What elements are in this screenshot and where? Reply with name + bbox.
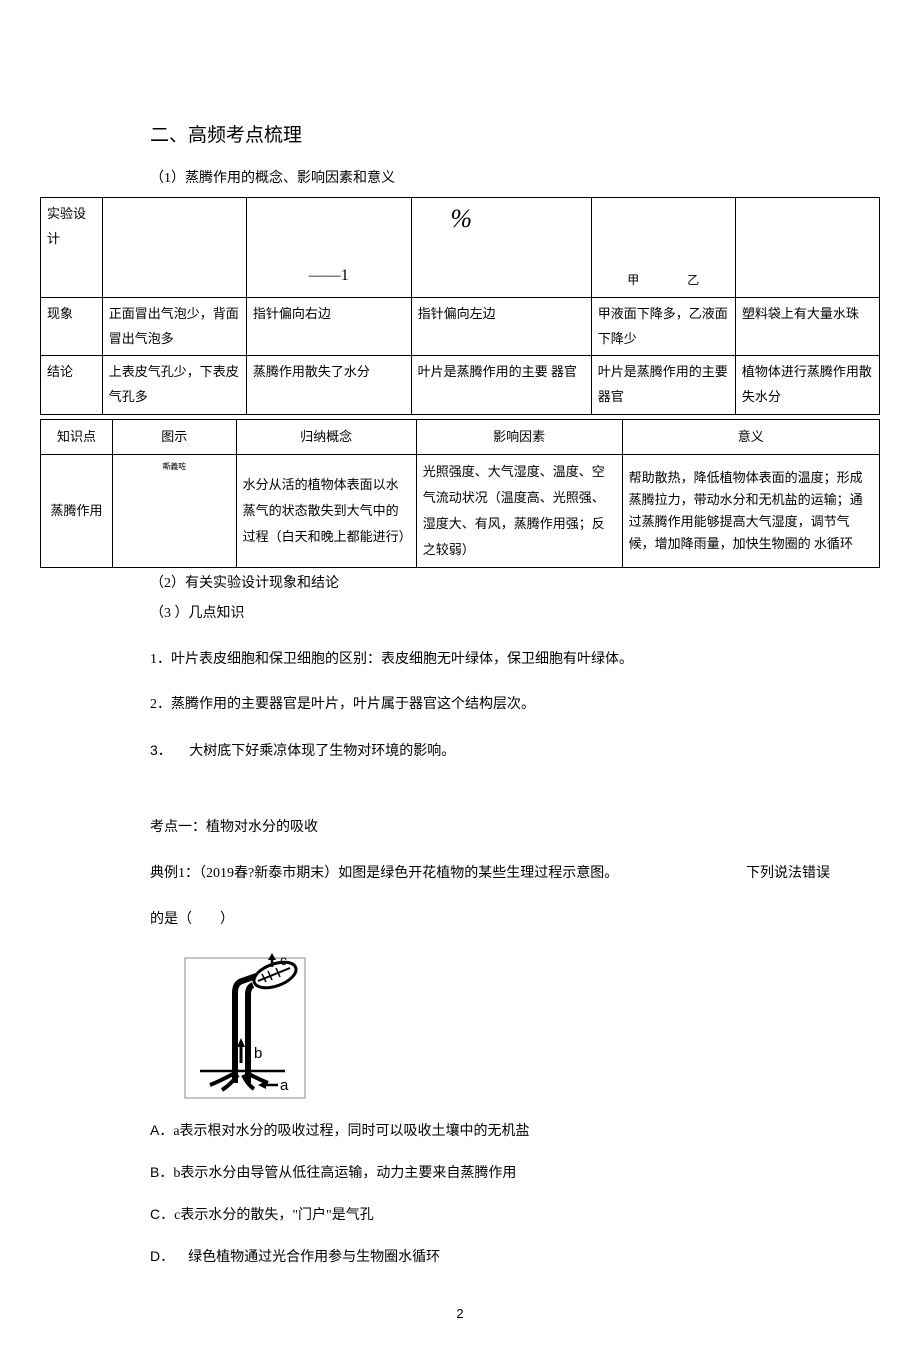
knowledge-table: 知识点 图示 归纳概念 影响因素 意义 蒸腾作用 嘶義咗 水分从活的植物体表面以…	[40, 419, 880, 568]
row-label: 实验设计	[41, 198, 103, 298]
section-heading: 二、高频考点梳理	[150, 120, 880, 147]
experiment-table: 实验设计 ——1 % 甲 乙 现象 正面冒出气泡少，背面冒出气泡多 指针偏向右边…	[40, 197, 880, 415]
cell: 嘶義咗	[113, 454, 237, 567]
subheading-1: （1）蒸腾作用的概念、影响因素和意义	[150, 167, 880, 187]
option-d: D． 绿色植物通过光合作用参与生物圈水循环	[150, 1246, 830, 1266]
table-row: 蒸腾作用 嘶義咗 水分从活的植物体表面以水蒸气的状态散失到大气中的过程（白天和晚…	[41, 454, 880, 567]
diagram-cell	[102, 198, 246, 298]
header-cell: 影响因素	[416, 419, 622, 454]
knowledge-point: 3． 大树底下好乘凉体现了生物对环境的影响。	[150, 739, 830, 764]
table-row: 结论 上表皮气孔少，下表皮气孔多 蒸腾作用散失了水分 叶片是蒸腾作用的主要 器官…	[41, 356, 880, 414]
example-tail: 的是（ ）	[150, 908, 830, 932]
table-row: 现象 正面冒出气泡少，背面冒出气泡多 指针偏向右边 指针偏向左边 甲液面下降多，…	[41, 298, 880, 356]
option-c: C．c表示水分的散失，"门户"是气孔	[150, 1204, 830, 1224]
point-label: 3．	[150, 742, 172, 758]
cell: 叶片是蒸腾作用的主要器官	[591, 356, 735, 414]
cell: 帮助散热，降低植物体表面的温度；形成蒸腾拉力，带动水分和无机盐的运输；通过蒸腾作…	[622, 454, 879, 567]
cell: 甲液面下降多，乙液面下降少	[591, 298, 735, 356]
diagram-label: ——1	[301, 259, 357, 293]
subheading-2: （2）有关实验设计现象和结论	[150, 572, 830, 592]
label-b: b	[254, 1045, 262, 1062]
header-cell: 知识点	[41, 419, 113, 454]
option-b: B．b表示水分由导管从低往高运输，动力主要来自蒸腾作用	[150, 1162, 830, 1182]
cell: 指针偏向右边	[246, 298, 411, 356]
example-statement: 典例1：（2019春?新泰市期末）如图是绿色开花植物的某些生理过程示意图。 下列…	[150, 862, 830, 886]
plant-diagram-icon: c b a	[180, 953, 310, 1103]
label-a: a	[280, 1077, 289, 1094]
row-label: 结论	[41, 356, 103, 414]
example-suffix: 下列说法错误	[746, 862, 830, 886]
cell: 叶片是蒸腾作用的主要 器官	[411, 356, 591, 414]
knowledge-point: 2．蒸腾作用的主要器官是叶片，叶片属于器官这个结构层次。	[150, 693, 830, 717]
percent-icon: %	[450, 204, 472, 233]
page-number: 2	[40, 1306, 880, 1321]
cell: 正面冒出气泡少，背面冒出气泡多	[102, 298, 246, 356]
diagram-cell: %	[411, 198, 591, 298]
row-label: 现象	[41, 298, 103, 356]
table-row: 实验设计 ——1 % 甲 乙	[41, 198, 880, 298]
cell: 蒸腾作用散失了水分	[246, 356, 411, 414]
diagram-cell	[735, 198, 879, 298]
example-prefix: 典例1：（2019春?新泰市期末）如图是绿色开花植物的某些生理过程示意图。	[150, 862, 618, 886]
cell: 光照强度、大气湿度、温度、空气流动状况（温度高、光照强、湿度大、有风，蒸腾作用强…	[416, 454, 622, 567]
diagram-label: 甲 乙	[609, 269, 717, 292]
header-cell: 意义	[622, 419, 879, 454]
label-c: c	[280, 953, 287, 968]
cell: 植物体进行蒸腾作用散失水分	[735, 356, 879, 414]
table-row: 知识点 图示 归纳概念 影响因素 意义	[41, 419, 880, 454]
knowledge-point: 1．叶片表皮细胞和保卫细胞的区别：表皮细胞无叶绿体，保卫细胞有叶绿体。	[150, 648, 830, 672]
cell: 塑料袋上有大量水珠	[735, 298, 879, 356]
cell: 水分从活的植物体表面以水蒸气的状态散失到大气中的过程（白天和晚上都能进行）	[236, 454, 416, 567]
option-a: A．a表示根对水分的吸收过程，同时可以吸收土壤中的无机盐	[150, 1120, 830, 1140]
cell: 上表皮气孔少，下表皮气孔多	[102, 356, 246, 414]
cell: 指针偏向左边	[411, 298, 591, 356]
header-cell: 归纳概念	[236, 419, 416, 454]
cell: 蒸腾作用	[41, 454, 113, 567]
kaodian-heading: 考点一：植物对水分的吸收	[150, 816, 830, 840]
diagram-cell: ——1	[246, 198, 411, 298]
header-cell: 图示	[113, 419, 237, 454]
point-text: 大树底下好乘凉体现了生物对环境的影响。	[189, 744, 455, 759]
diagram-cell: 甲 乙	[591, 198, 735, 298]
subheading-3: （3 ）几点知识	[150, 602, 830, 626]
